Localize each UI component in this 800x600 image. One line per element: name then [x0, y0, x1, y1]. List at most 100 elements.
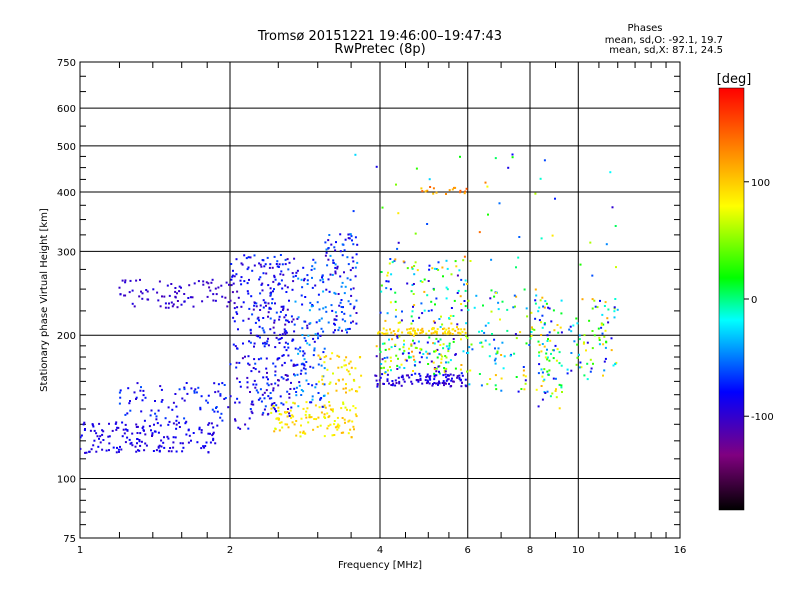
data-point [435, 191, 438, 194]
data-point [311, 304, 314, 306]
y-tick-label: 200 [57, 331, 76, 342]
data-point [500, 354, 503, 356]
data-point [287, 426, 290, 429]
data-point [259, 292, 262, 295]
data-point [412, 305, 414, 308]
data-point [255, 383, 258, 386]
data-point [233, 320, 236, 323]
data-point [488, 355, 491, 358]
data-point [293, 257, 296, 260]
data-point [537, 310, 540, 313]
data-point [522, 366, 525, 368]
data-point [411, 310, 414, 313]
data-point [586, 378, 589, 381]
data-point [454, 260, 457, 263]
data-point [344, 421, 346, 424]
data-point [421, 330, 424, 333]
data-point [217, 286, 220, 289]
data-point [220, 412, 223, 415]
data-point [263, 408, 266, 411]
data-point [526, 315, 529, 318]
data-point [212, 437, 215, 440]
data-point [517, 256, 520, 259]
data-point [230, 278, 233, 281]
data-point [136, 425, 139, 428]
data-point [290, 381, 292, 384]
data-point [513, 294, 516, 297]
data-point [290, 320, 293, 323]
data-point [231, 291, 234, 294]
data-point [255, 305, 258, 308]
data-point [539, 177, 542, 180]
data-point [355, 312, 358, 314]
data-point [141, 297, 144, 300]
data-point [483, 331, 486, 334]
data-point [348, 389, 351, 392]
data-point [275, 410, 277, 413]
data-point [394, 315, 397, 318]
data-point [215, 407, 217, 409]
data-point [163, 295, 166, 298]
data-point [446, 378, 449, 381]
data-point [386, 274, 389, 277]
data-point [421, 281, 424, 283]
data-point [284, 374, 287, 376]
data-point [325, 355, 328, 358]
data-point [277, 417, 280, 420]
data-point [279, 310, 282, 313]
data-point [166, 284, 169, 287]
data-point [413, 304, 416, 307]
data-point [176, 306, 179, 309]
data-point [271, 402, 274, 405]
data-point [329, 273, 332, 276]
data-point [513, 352, 516, 355]
data-point [269, 293, 272, 296]
data-point [282, 305, 285, 308]
data-point [282, 307, 285, 310]
data-point [261, 413, 264, 416]
data-point [272, 389, 275, 392]
data-point [415, 379, 418, 382]
data-point [468, 346, 471, 349]
data-point [341, 417, 344, 419]
data-point [321, 382, 324, 385]
data-point [272, 406, 275, 409]
data-point [291, 338, 294, 341]
data-point [262, 411, 265, 414]
data-point [346, 368, 348, 371]
data-point [331, 434, 334, 437]
data-point [342, 403, 345, 405]
data-point [324, 254, 327, 257]
data-point [350, 436, 353, 439]
data-point [512, 306, 515, 309]
data-point [428, 264, 431, 267]
data-point [284, 333, 287, 336]
data-point [331, 309, 334, 312]
data-point [279, 337, 282, 340]
data-point [311, 398, 314, 401]
data-point [353, 379, 356, 382]
data-point [433, 372, 436, 375]
data-point [435, 382, 438, 385]
data-point [269, 317, 272, 320]
data-point [425, 382, 428, 385]
data-point [128, 402, 131, 405]
data-point [334, 426, 337, 429]
data-point [605, 341, 608, 344]
data-point [403, 349, 406, 352]
data-point [124, 428, 127, 431]
data-point [426, 373, 429, 376]
data-point [321, 405, 324, 408]
data-point [381, 332, 384, 334]
data-point [159, 305, 162, 308]
data-point [541, 371, 544, 374]
data-point [612, 364, 615, 367]
data-point [433, 374, 436, 377]
data-point [284, 263, 287, 266]
data-point [324, 417, 327, 419]
data-point [600, 322, 603, 325]
data-point [540, 385, 543, 387]
data-point [460, 385, 463, 388]
data-point [272, 280, 275, 283]
data-point [299, 435, 302, 438]
